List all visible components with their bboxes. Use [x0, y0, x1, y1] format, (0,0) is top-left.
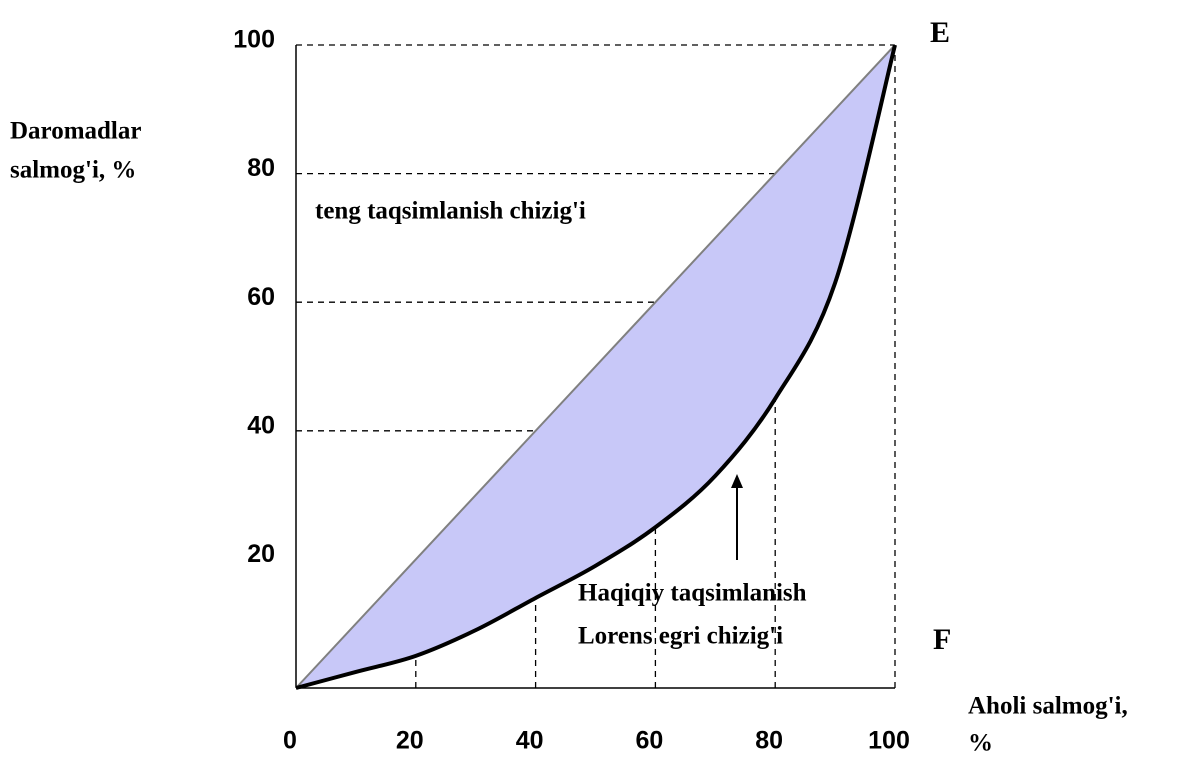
- y-axis-label: Daromadlar: [10, 118, 141, 145]
- annotation: Haqiqiy taqsimlanish: [578, 580, 807, 607]
- y-tick-label: 60: [247, 283, 275, 311]
- y-tick-label: 20: [247, 540, 275, 568]
- x-tick-label: 0: [283, 727, 297, 755]
- y-tick-label: 40: [247, 411, 275, 439]
- x-tick-label: 100: [868, 727, 910, 755]
- x-tick-label: 60: [635, 727, 663, 755]
- x-axis-label: %: [968, 730, 993, 757]
- annotation: F: [933, 623, 951, 656]
- x-tick-label: 20: [396, 727, 424, 755]
- x-axis-label: Aholi salmog'i,: [968, 693, 1128, 720]
- y-tick-label: 80: [247, 154, 275, 182]
- y-axis-label: salmog'i, %: [10, 157, 136, 184]
- lorenz-curve: [295, 44, 897, 690]
- annotation: Lorens egri chizig'i: [578, 623, 783, 650]
- x-tick-label: 40: [516, 727, 544, 755]
- equality-line: [295, 44, 896, 689]
- annotation: E: [930, 16, 950, 49]
- arrow-head: [731, 474, 743, 488]
- y-tick-label: 100: [233, 26, 275, 54]
- x-tick-label: 80: [755, 727, 783, 755]
- annotation: teng taqsimlanish chizig'i: [315, 198, 586, 225]
